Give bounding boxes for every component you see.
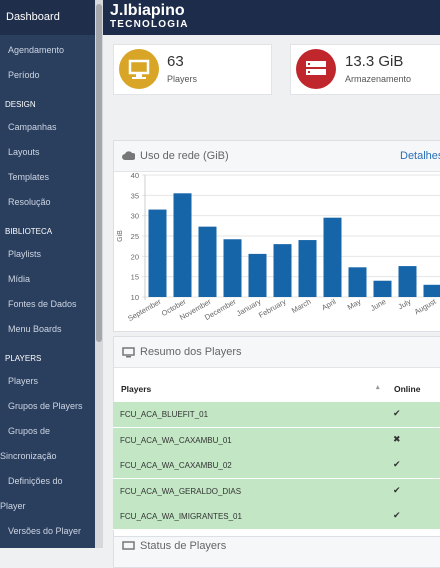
column-header[interactable]: Online <box>394 384 420 394</box>
y-tick-label: 15 <box>131 273 139 282</box>
cloud-icon <box>122 150 135 161</box>
y-tick-label: 40 <box>131 171 139 180</box>
x-tick-label: April <box>320 297 338 312</box>
nav-section: BIBLIOTECA <box>0 215 95 242</box>
panel-title: Uso de rede (GiB) <box>140 150 229 162</box>
monitor-icon <box>122 541 135 552</box>
network-chart: GiB10152025303540SeptemberOctoberNovembe… <box>113 170 440 330</box>
online-status: ✔ <box>393 453 401 478</box>
nav-item[interactable]: Grupos de Sincronização <box>0 419 88 469</box>
panel-title: Status de Players <box>140 540 226 552</box>
logo-title: J.Ibiapino <box>110 2 185 20</box>
bar <box>199 227 217 297</box>
nav-item[interactable]: Definições do Player <box>0 469 88 519</box>
bar <box>274 244 292 297</box>
top-bar: J.Ibiapino TECNOLOGIA <box>103 0 440 35</box>
panel-title: Resumo dos Players <box>140 346 242 358</box>
nav-section: PLAYERS <box>0 342 95 369</box>
nav-item[interactable]: Agendamento <box>0 38 88 63</box>
y-tick-label: 20 <box>131 252 139 261</box>
online-status: ✔ <box>393 402 401 427</box>
bar <box>349 267 367 297</box>
column-header[interactable]: Players <box>121 384 151 394</box>
scrollbar-thumb[interactable] <box>96 4 102 342</box>
panel-header: Resumo dos Players <box>114 337 440 368</box>
player-name: FCU_ACA_WA_CAXAMBU_02 <box>120 453 232 478</box>
player-name: FCU_ACA_WA_CAXAMBU_01 <box>120 428 232 453</box>
table-row[interactable]: FCU_ACA_WA_CAXAMBU_01 ✖ <box>113 428 440 454</box>
bar <box>174 193 192 297</box>
online-status: ✔ <box>393 504 401 529</box>
stat-value: 13.3 GiB <box>345 53 403 70</box>
nav-item[interactable]: Comandos <box>0 544 88 549</box>
stat-card: 63 Players <box>113 44 272 95</box>
online-status: ✔ <box>393 479 401 504</box>
table-row[interactable]: FCU_ACA_BLUEFIT_01 ✔ <box>113 402 440 428</box>
bar <box>399 266 417 297</box>
bar <box>249 254 267 297</box>
x-tick-label: February <box>257 297 288 320</box>
y-tick-label: 10 <box>131 293 139 302</box>
nav-item[interactable]: Mídia <box>0 267 88 292</box>
player-name: FCU_ACA_BLUEFIT_01 <box>120 402 208 427</box>
x-tick-label: March <box>290 297 313 315</box>
bar <box>224 239 242 297</box>
stat-label: Players <box>167 74 197 84</box>
stat-value: 63 <box>167 53 184 70</box>
nav-item[interactable]: Layouts <box>0 140 88 165</box>
nav-item[interactable]: Período <box>0 63 88 88</box>
nav-item[interactable]: Playlists <box>0 242 88 267</box>
monitor-icon <box>122 347 135 358</box>
nav-item[interactable]: Players <box>0 369 88 394</box>
details-link[interactable]: Detalhes <box>400 150 440 162</box>
player-name: FCU_ACA_WA_GERALDO_DIAS <box>120 479 241 504</box>
status-panel: Status de Players <box>113 536 440 568</box>
nav-item[interactable]: Grupos de Players <box>0 394 88 419</box>
nav-item[interactable]: Campanhas <box>0 115 88 140</box>
nav-item[interactable]: Menu Boards <box>0 317 88 342</box>
x-tick-label: July <box>396 297 412 312</box>
stat-label: Armazenamento <box>345 74 411 84</box>
x-tick-label: May <box>346 297 363 312</box>
player-name: FCU_ACA_WA_IMIGRANTES_01 <box>120 504 242 529</box>
panel-header: Uso de rede (GiB) Detalhes <box>114 141 440 172</box>
sidebar-title[interactable]: Dashboard <box>0 0 95 35</box>
bar <box>149 210 167 297</box>
nav-item[interactable]: Resolução <box>0 190 88 215</box>
nav-section: DESIGN <box>0 88 95 115</box>
logo-subtitle: TECNOLOGIA <box>110 19 189 30</box>
table-header: Players ▴ Online <box>114 375 440 404</box>
y-tick-label: 35 <box>131 191 139 200</box>
nav-item[interactable]: Versões do Player <box>0 519 88 544</box>
y-tick-label: 25 <box>131 232 139 241</box>
bar <box>424 285 440 297</box>
players-icon <box>119 49 159 89</box>
x-tick-label: June <box>369 297 388 313</box>
bar <box>324 218 342 297</box>
x-tick-label: August <box>413 296 439 316</box>
online-status: ✖ <box>393 428 401 453</box>
table-row[interactable]: FCU_ACA_WA_GERALDO_DIAS ✔ <box>113 479 440 505</box>
table-row[interactable]: FCU_ACA_WA_CAXAMBU_02 ✔ <box>113 453 440 479</box>
bar <box>374 281 392 297</box>
table-row[interactable]: FCU_ACA_WA_IMIGRANTES_01 ✔ <box>113 504 440 530</box>
storage-icon <box>296 49 336 89</box>
nav-item[interactable]: Templates <box>0 165 88 190</box>
nav-item[interactable]: Fontes de Dados <box>0 292 88 317</box>
y-axis-label: GiB <box>117 230 124 242</box>
y-tick-label: 30 <box>131 212 139 221</box>
stat-card: 13.3 GiB Armazenamento <box>290 44 440 95</box>
bar <box>299 240 317 297</box>
sort-icon[interactable]: ▴ <box>376 383 380 391</box>
